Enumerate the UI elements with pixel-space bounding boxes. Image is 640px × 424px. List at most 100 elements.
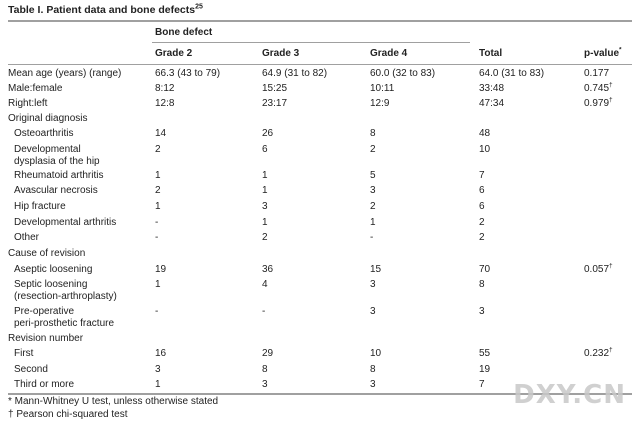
- cell-grade-3: 3: [262, 201, 268, 212]
- cell-grade-2: 1: [155, 279, 161, 290]
- cell-grade-2: 3: [155, 364, 161, 375]
- cell-grade-2: 1: [155, 201, 161, 212]
- row-label: Revision number: [8, 333, 83, 345]
- cell-grade-4: 5: [370, 170, 376, 181]
- row-label: Cause of revision: [8, 248, 85, 260]
- cell-grade-4: 60.0 (32 to 83): [370, 68, 436, 79]
- row-label-text: Male:female: [8, 83, 63, 94]
- cell-total: 10: [479, 144, 491, 155]
- cell-grade-4: 10: [370, 348, 382, 359]
- cell-grade-4: 8: [370, 364, 376, 375]
- row-label-text: Other: [14, 232, 40, 243]
- cell-total: 7: [479, 170, 485, 181]
- cell-p-value: 0.057†: [584, 262, 613, 276]
- p-value-text: 0.979: [584, 98, 610, 109]
- cell-total: 7: [479, 379, 485, 390]
- cell-total: 55: [479, 348, 491, 359]
- p-value-text: 0.177: [584, 68, 610, 79]
- cell-grade-2: 19: [155, 264, 167, 275]
- row-label-text: Osteoarthritis: [14, 128, 74, 139]
- cell-total: 64.0 (31 to 83): [479, 68, 545, 79]
- footnote-mann-whitney: * Mann-Whitney U test, unless otherwise …: [8, 396, 219, 407]
- cell-total: 48: [479, 128, 491, 139]
- row-label: Mean age (years) (range): [8, 68, 121, 80]
- cell-total: 6: [479, 185, 485, 196]
- row-label-text: Third or more: [14, 379, 75, 390]
- row-label-text: Rheumatoid arthritis: [14, 170, 104, 181]
- p-value-superscript: *: [619, 46, 622, 54]
- cell-total: 70: [479, 264, 491, 275]
- cell-grade-4: 10:11: [370, 83, 395, 94]
- cell-grade-4: -: [370, 232, 374, 243]
- p-value-text: 0.057: [584, 264, 610, 275]
- row-label-text: Mean age (years) (range): [8, 68, 122, 79]
- cell-grade-3: 4: [262, 279, 268, 290]
- cell-grade-3: 1: [262, 170, 268, 181]
- p-value-marker: †: [609, 346, 613, 354]
- row-label: Aseptic loosening: [14, 264, 92, 276]
- row-label: Osteoarthritis: [14, 128, 73, 140]
- cell-grade-3: 26: [262, 128, 274, 139]
- row-label-text: Hip fracture: [14, 201, 66, 212]
- cell-grade-3: 8: [262, 364, 268, 375]
- cell-grade-2: 2: [155, 185, 161, 196]
- row-label: Hip fracture: [14, 201, 66, 213]
- row-label: Right:left: [8, 98, 47, 110]
- cell-grade-2: 1: [155, 170, 161, 181]
- row-label-text: Original diagnosis: [8, 113, 88, 124]
- row-label: Male:female: [8, 83, 62, 95]
- row-label-text: Second: [14, 364, 48, 375]
- cell-grade-4: 3: [370, 379, 376, 390]
- cell-grade-2: -: [155, 217, 159, 228]
- row-label-text: Cause of revision: [8, 248, 86, 259]
- cell-total: 2: [479, 232, 485, 243]
- cell-grade-4: 2: [370, 201, 376, 212]
- footnote-pearson: † Pearson chi-squared test: [8, 409, 128, 420]
- cell-p-value: 0.177: [584, 68, 609, 80]
- cell-grade-3: 15:25: [262, 83, 288, 94]
- cell-grade-4: 2: [370, 144, 376, 155]
- cell-grade-2: -: [155, 232, 159, 243]
- row-label: First: [14, 348, 33, 360]
- cell-grade-4: 1: [370, 217, 376, 228]
- row-label: Third or more: [14, 379, 74, 391]
- cell-total: 33:48: [479, 83, 505, 94]
- cell-grade-3: 1: [262, 217, 268, 228]
- table-title: Table I. Patient data and bone defects25: [8, 3, 203, 17]
- cell-grade-4: 3: [370, 279, 376, 290]
- cell-grade-3: 23:17: [262, 98, 288, 109]
- cell-p-value: 0.745†: [584, 82, 613, 95]
- p-value-marker: †: [609, 262, 613, 270]
- row-label-text: Revision number: [8, 333, 84, 344]
- cell-grade-4: 12:9: [370, 98, 390, 109]
- cell-total: 3: [479, 306, 485, 317]
- row-label: Rheumatoid arthritis: [14, 170, 103, 182]
- row-label-text: Avascular necrosis: [14, 185, 98, 196]
- cell-total: 19: [479, 364, 491, 375]
- bottom-rule: [8, 393, 632, 395]
- col-grade-2: Grade 2: [155, 48, 193, 59]
- col-total: Total: [479, 48, 503, 59]
- cell-grade-2: 12:8: [155, 98, 175, 109]
- cell-grade-3: -: [262, 306, 266, 317]
- row-label: Septic loosening (resection-arthroplasty): [14, 279, 117, 303]
- row-label-text: Septic loosening: [14, 279, 88, 290]
- row-label: Original diagnosis: [8, 113, 88, 125]
- row-label-text: Right:left: [8, 98, 48, 109]
- row-label-text-line2: dysplasia of the hip: [14, 156, 100, 167]
- cell-grade-2: 66.3 (43 to 79): [155, 68, 221, 79]
- cell-grade-3: 2: [262, 232, 268, 243]
- col-grade-3: Grade 3: [262, 48, 300, 59]
- cell-grade-3: 1: [262, 185, 268, 196]
- cell-grade-2: 8:12: [155, 83, 175, 94]
- cell-grade-3: 36: [262, 264, 274, 275]
- bone-defect-underline: [152, 42, 470, 43]
- cell-grade-2: 1: [155, 379, 161, 390]
- row-label-text: Developmental: [14, 144, 81, 155]
- cell-grade-2: 2: [155, 144, 161, 155]
- row-label: Avascular necrosis: [14, 185, 98, 197]
- row-label-text: Developmental arthritis: [14, 217, 117, 228]
- bone-defect-header: Bone defect: [155, 27, 213, 38]
- watermark: DXY.CN: [513, 380, 626, 410]
- row-label: Developmental arthritis: [14, 217, 116, 229]
